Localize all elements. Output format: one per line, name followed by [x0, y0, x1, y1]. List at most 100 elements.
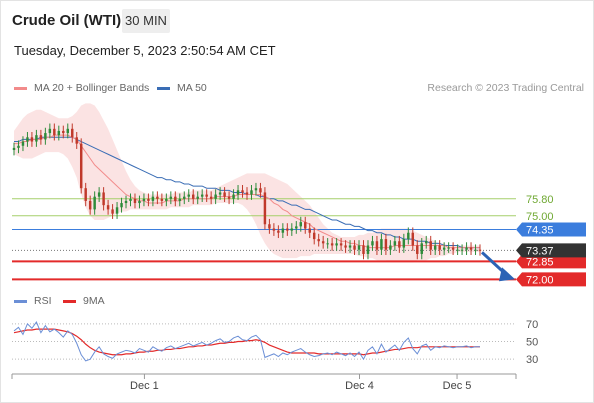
candle-body	[272, 228, 276, 231]
rsi-line	[13, 321, 480, 362]
candle-body	[353, 245, 356, 250]
candle-body	[295, 226, 298, 229]
candle-body	[196, 196, 199, 199]
candle-body	[281, 228, 285, 233]
candle-body	[62, 130, 65, 134]
candle-body	[254, 188, 258, 191]
candle-body	[209, 196, 213, 199]
candle-body	[339, 243, 343, 246]
candle-body	[393, 241, 397, 246]
level-label-1: 75.00	[526, 211, 554, 223]
candle-body	[277, 230, 280, 233]
ma20-swatch	[14, 86, 27, 90]
level-tag-2	[516, 222, 586, 237]
candle-body	[357, 245, 361, 250]
candle-body	[66, 128, 70, 134]
candle-body	[48, 128, 52, 134]
candle-body	[169, 196, 173, 199]
current-price-label: 73.37	[526, 245, 554, 257]
candle-body	[456, 249, 459, 251]
interval-badge[interactable]: 30 MIN	[122, 9, 170, 33]
ma50-swatch	[157, 86, 170, 90]
candle-body	[241, 190, 244, 193]
candle-body	[218, 192, 222, 195]
candle-body	[268, 224, 271, 229]
instrument-title: Crude Oil (WTI)	[12, 12, 122, 29]
candle-body	[57, 130, 61, 136]
candle-body	[371, 241, 374, 246]
candle-body	[433, 245, 437, 250]
candle-body	[84, 188, 87, 201]
rsi-tick-label-1: 50	[526, 337, 538, 349]
candle-body	[183, 196, 186, 199]
level-tag-4	[516, 272, 586, 287]
level-label-3: 72.85	[526, 256, 554, 268]
candle-body	[115, 207, 119, 214]
candle-body	[160, 198, 164, 201]
rsi-ma-swatch	[63, 299, 76, 303]
candle-body	[156, 196, 159, 199]
candle-body	[147, 198, 150, 201]
candle-body	[151, 196, 155, 201]
legend-rsi: RSI	[14, 295, 52, 307]
candle-body	[465, 247, 468, 250]
level-label-4: 72.00	[526, 274, 554, 286]
candle-body	[398, 241, 401, 248]
candle-body	[478, 249, 482, 251]
candle-body	[366, 245, 370, 254]
candle-body	[187, 194, 190, 197]
candle-body	[191, 194, 195, 199]
level-tag-3	[516, 254, 586, 269]
candle-body	[12, 147, 16, 151]
candle-body	[97, 192, 101, 197]
candle-body	[129, 198, 132, 201]
candle-body	[71, 128, 74, 138]
candle-body	[460, 249, 464, 251]
candle-body	[102, 192, 105, 206]
candle-body	[438, 245, 441, 250]
candle-body	[124, 200, 128, 204]
ma20-label: MA 20 + Bollinger Bands	[34, 82, 150, 94]
candle-body	[88, 200, 92, 210]
rsi-tick-label-2: 30	[526, 354, 538, 366]
x-axis-label-1: Dec 4	[345, 380, 374, 392]
x-axis-label-2: Dec 5	[443, 380, 472, 392]
candle-body	[26, 137, 29, 142]
bollinger-band	[14, 103, 480, 263]
candle-body	[236, 190, 240, 195]
rsi-tick-label-0: 70	[526, 319, 538, 331]
candle-body	[308, 228, 311, 233]
rsi-label: RSI	[34, 295, 52, 307]
candle-body	[232, 194, 235, 199]
candle-body	[39, 135, 43, 140]
current-price-tag	[516, 243, 586, 258]
candle-body	[79, 143, 83, 189]
level-label-2: 74.35	[526, 225, 554, 237]
candle-body	[138, 200, 141, 204]
candle-body	[106, 205, 110, 210]
rsi-swatch	[14, 299, 27, 303]
candle-body	[250, 190, 253, 195]
candle-body	[312, 232, 316, 240]
legend-ma20: MA 20 + Bollinger Bands	[14, 82, 149, 94]
candle-body	[35, 135, 38, 142]
candle-body	[429, 241, 432, 250]
candle-body	[263, 192, 267, 225]
candle-body	[227, 196, 231, 199]
candle-body	[416, 245, 419, 254]
candle-body	[120, 203, 123, 208]
candle-body	[93, 196, 96, 210]
candle-body	[348, 245, 352, 248]
candle-body	[17, 145, 20, 148]
candle-body	[321, 241, 325, 244]
level-label-0: 75.80	[526, 194, 554, 206]
candle-body	[178, 198, 182, 201]
candle-body	[75, 137, 78, 144]
candle-body	[259, 188, 262, 193]
candle-body	[299, 222, 303, 227]
candle-body	[474, 249, 477, 251]
candle-body	[44, 133, 47, 140]
candle-body	[447, 247, 450, 249]
candle-body	[380, 239, 383, 250]
candle-body	[133, 198, 137, 204]
